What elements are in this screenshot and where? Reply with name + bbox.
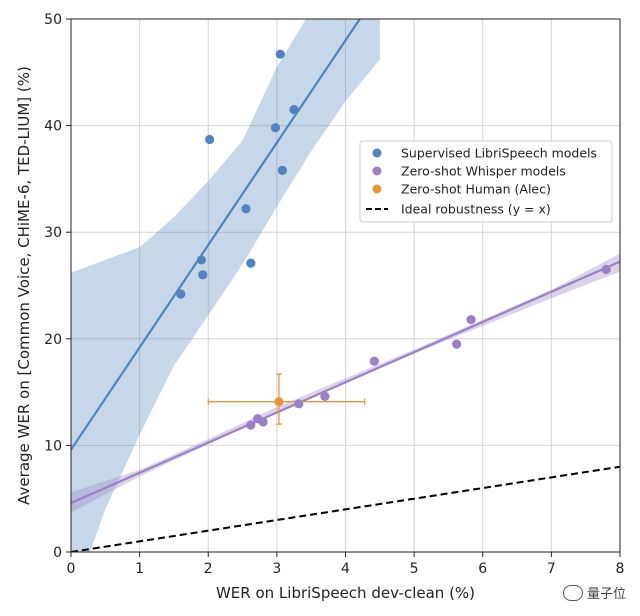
legend-box xyxy=(359,140,613,223)
wechat-icon xyxy=(562,584,583,601)
y-tick-label: 30 xyxy=(44,225,62,241)
legend-label-ideal: Ideal robustness (y = x) xyxy=(401,202,551,217)
legend-label-human: Zero-shot Human (Alec) xyxy=(401,182,551,197)
x-tick-label: 4 xyxy=(341,561,350,577)
data-point-supervised xyxy=(270,123,281,133)
y-tick-label: 40 xyxy=(44,119,62,135)
legend-marker-human xyxy=(372,184,382,194)
legend-label-whisper: Zero-shot Whisper models xyxy=(401,164,566,179)
x-tick-label: 6 xyxy=(478,561,487,577)
y-tick-label: 10 xyxy=(44,438,62,454)
data-point-whisper xyxy=(452,339,462,349)
y-tick-label: 20 xyxy=(44,332,62,348)
x-tick-label: 0 xyxy=(67,561,76,577)
watermark-text: 量子位 xyxy=(586,587,626,602)
fit-line-whisper xyxy=(71,260,620,504)
data-point-supervised xyxy=(176,289,186,299)
x-tick-label: 5 xyxy=(410,561,419,577)
y-axis-label: Average WER on [Common Voice, CHiME-6, T… xyxy=(15,66,33,505)
data-point-whisper xyxy=(601,264,611,275)
data-point-whisper xyxy=(320,391,330,401)
x-axis-label: WER on LibriSpeech dev-clean (%) xyxy=(216,584,475,602)
x-tick-label: 7 xyxy=(547,561,556,577)
confidence-bands xyxy=(71,19,620,552)
legend-marker-supervised xyxy=(372,148,382,158)
legend-marker-whisper xyxy=(372,166,382,176)
data-point-supervised xyxy=(275,49,285,59)
ticks: 0 1 2 3 4 5 6 7 8 0 10 20 30 40 50 xyxy=(44,12,624,577)
watermark: 量子位 xyxy=(562,583,626,602)
reference-line xyxy=(71,465,620,552)
x-tick-label: 2 xyxy=(204,561,213,577)
legend-label-supervised: Supervised LibriSpeech models xyxy=(401,146,597,161)
grid-lines xyxy=(71,19,620,552)
data-point-supervised xyxy=(196,255,206,265)
data-point-supervised xyxy=(205,134,215,145)
y-tick-label: 0 xyxy=(53,545,62,561)
data-point-supervised xyxy=(246,258,256,268)
data-point-supervised xyxy=(241,204,251,214)
x-tick-label: 3 xyxy=(272,561,281,577)
data-points xyxy=(176,49,611,430)
x-tick-label: 8 xyxy=(616,561,625,577)
data-point-whisper xyxy=(466,315,476,325)
data-point-supervised xyxy=(289,105,299,115)
data-point-whisper xyxy=(246,420,256,430)
data-point-whisper xyxy=(294,399,304,409)
data-point-supervised xyxy=(198,270,208,280)
data-point-whisper xyxy=(369,356,379,366)
confidence-band-supervised xyxy=(71,19,380,552)
legend: Supervised LibriSpeech models Zero-shot … xyxy=(359,140,613,223)
fit-line-supervised xyxy=(71,19,362,451)
reference-line-group xyxy=(71,465,620,552)
data-point-human xyxy=(274,397,284,407)
x-tick-label: 1 xyxy=(135,561,144,577)
y-tick-label: 50 xyxy=(44,12,62,28)
data-point-whisper xyxy=(258,417,268,427)
data-point-supervised xyxy=(277,165,287,175)
fit-lines xyxy=(71,19,620,504)
